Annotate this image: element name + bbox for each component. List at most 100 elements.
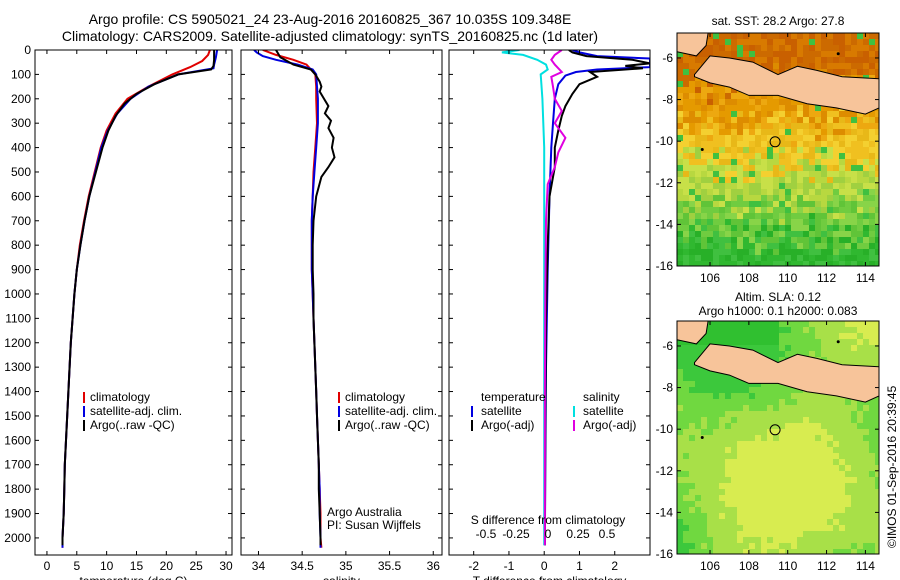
- sst-map-cell: [749, 51, 756, 58]
- sst-map-cell: [833, 117, 840, 124]
- sla-map-cell: [815, 429, 822, 436]
- sst-map-cell: [731, 189, 738, 196]
- sst-map-cell: [749, 183, 756, 190]
- sla-map-cell: [731, 501, 738, 508]
- sst-map-cell: [791, 153, 798, 160]
- sla-map-cell: [773, 531, 780, 538]
- sst-map-cell: [779, 147, 786, 154]
- sla-map-cell: [689, 441, 696, 448]
- sst-map-cell: [839, 219, 846, 226]
- sla-map-cell: [689, 375, 696, 382]
- sla-map-cell: [803, 537, 810, 544]
- sst-map-cell: [755, 147, 762, 154]
- sst-map-cell: [821, 141, 828, 148]
- sla-map-cell: [683, 393, 690, 400]
- sla-map-cell: [761, 459, 768, 466]
- sla-map-cell: [755, 411, 762, 418]
- sst-map-cell: [689, 243, 696, 250]
- sla-map-cell: [797, 333, 804, 340]
- sla-map-cell: [809, 393, 816, 400]
- sla-map-cell: [725, 441, 732, 448]
- sst-map-cell: [869, 183, 876, 190]
- sst-map-cell: [797, 183, 804, 190]
- sst-map-cell: [851, 195, 858, 202]
- sla-map-cell: [725, 327, 732, 334]
- sst-map-cell: [701, 51, 708, 58]
- sst-map-cell: [839, 57, 846, 64]
- sla-map-cell: [875, 321, 879, 328]
- sla-map-cell: [731, 435, 738, 442]
- sst-map-cell: [713, 237, 720, 244]
- sst-map-cell: [719, 99, 726, 106]
- sst-map-cell: [725, 135, 732, 142]
- sst-map-cell: [791, 255, 798, 262]
- sla-map-cell: [743, 537, 750, 544]
- sla-map-cell: [713, 333, 720, 340]
- sst-map-cell: [713, 255, 720, 262]
- sst-map-cell: [779, 123, 786, 130]
- sla-map-cell: [731, 495, 738, 502]
- sst-map-cell: [701, 111, 708, 118]
- sla-map-cell: [851, 495, 858, 502]
- sst-map-cell: [875, 147, 879, 154]
- sst-map-cell: [743, 153, 750, 160]
- sst-map-cell: [743, 39, 750, 46]
- sst-map-cell: [743, 51, 750, 58]
- sst-map-cell: [719, 147, 726, 154]
- sst-map-cell: [767, 207, 774, 214]
- sst-map-cell: [761, 201, 768, 208]
- sst-map-cell: [713, 195, 720, 202]
- sla-map-cell: [713, 459, 720, 466]
- depth-tick-label: 200: [11, 92, 31, 106]
- sst-map-cell: [683, 75, 690, 82]
- sla-map-cell: [869, 441, 876, 448]
- sla-map-cell: [851, 321, 858, 328]
- sst-map-cell: [803, 225, 810, 232]
- sst-map-cell: [743, 93, 750, 100]
- sst-map-cell: [785, 159, 792, 166]
- sst-map-cell: [767, 219, 774, 226]
- sla-map-cell: [773, 543, 780, 550]
- sst-map-cell: [875, 153, 879, 160]
- sla-map-cell: [857, 453, 864, 460]
- sst-map-cell: [695, 63, 702, 70]
- sst-map-cell: [869, 195, 876, 202]
- sla-map-cell: [677, 519, 684, 526]
- sla-map-cell: [677, 549, 684, 554]
- sst-map-cell: [761, 99, 768, 106]
- sst-map-ytick-label: -16: [656, 259, 674, 273]
- sst-map-cell: [689, 219, 696, 226]
- sst-map-cell: [695, 147, 702, 154]
- sst-map-cell: [707, 237, 714, 244]
- sla-map-cell: [761, 477, 768, 484]
- sla-map-cell: [773, 399, 780, 406]
- sst-map-cell: [815, 111, 822, 118]
- sla-map-cell: [677, 417, 684, 424]
- sst-map-cell: [791, 147, 798, 154]
- sst-map-cell: [761, 39, 768, 46]
- sst-map-cell: [677, 165, 684, 172]
- sst-map-cell: [845, 51, 852, 58]
- sla-map-cell: [815, 513, 822, 520]
- sst-map-cell: [737, 99, 744, 106]
- sla-map-cell: [839, 453, 846, 460]
- sst-map-cell: [707, 135, 714, 142]
- sst-map-cell: [743, 135, 750, 142]
- sla-map-cell: [851, 345, 858, 352]
- sst-map-cell: [731, 255, 738, 262]
- sla-map-cell: [797, 327, 804, 334]
- sst-map-cell: [857, 135, 864, 142]
- sla-map-cell: [785, 411, 792, 418]
- sla-map-cell: [815, 525, 822, 532]
- sst-map-cell: [761, 111, 768, 118]
- sla-map-cell: [875, 471, 879, 478]
- sla-map-xtick-label: 110: [778, 559, 797, 573]
- sla-map-cell: [785, 405, 792, 412]
- sla-map-cell: [725, 471, 732, 478]
- sst-map-cell: [749, 195, 756, 202]
- sla-map-cell: [851, 525, 858, 532]
- sla-map-cell: [857, 399, 864, 406]
- sla-map-cell: [725, 333, 732, 340]
- sst-map-cell: [683, 213, 690, 220]
- depth-tick-label: 1600: [4, 433, 31, 447]
